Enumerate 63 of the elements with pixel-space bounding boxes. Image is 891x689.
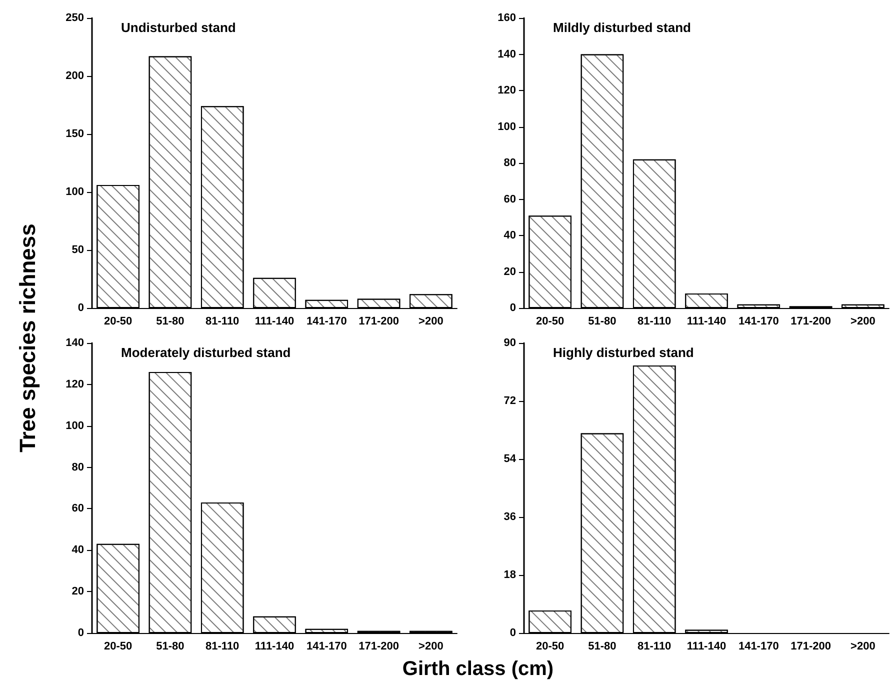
chart-title: Mildly disturbed stand [553, 20, 692, 35]
y-tick-label: 0 [510, 627, 516, 639]
x-tick-label: 141-170 [306, 640, 347, 652]
y-tick-label: 40 [72, 544, 84, 556]
y-tick-label: 250 [66, 12, 84, 24]
y-tick-label: 40 [504, 230, 516, 242]
x-tick-label: 171-200 [358, 640, 399, 652]
x-tick-label: 51-80 [156, 316, 184, 328]
y-tick-label: 20 [72, 586, 84, 598]
x-tick-label: 81-110 [638, 640, 672, 652]
y-tick-label: 140 [498, 48, 516, 60]
y-tick-label: 140 [66, 337, 84, 349]
x-tick-label: 20-50 [536, 640, 564, 652]
y-tick-label: 100 [66, 186, 84, 198]
y-axis-title: Tree species richness [15, 224, 41, 452]
x-tick-label: 81-110 [206, 640, 240, 652]
y-tick-label: 150 [66, 128, 84, 140]
x-tick-label: 20-50 [104, 316, 132, 328]
x-tick-label: 111-140 [686, 640, 726, 652]
x-tick-label: >200 [418, 316, 444, 328]
y-tick-label: 90 [504, 337, 516, 349]
x-tick-label: 81-110 [206, 316, 240, 328]
y-tick-label: 36 [504, 511, 516, 523]
x-tick-label: 20-50 [536, 316, 564, 328]
x-tick-label: >200 [850, 640, 876, 652]
y-tick-label: 80 [504, 157, 516, 169]
y-tick-label: 100 [498, 120, 516, 133]
y-tick-label: 50 [72, 244, 84, 256]
x-tick-label: 111-140 [686, 316, 726, 328]
x-tick-label: 81-110 [638, 316, 672, 328]
y-tick-label: 120 [66, 378, 84, 390]
y-tick-label: 54 [504, 453, 517, 465]
x-tick-label: 51-80 [588, 316, 616, 328]
y-tick-label: 120 [498, 84, 516, 96]
x-tick-label: 51-80 [156, 640, 184, 652]
x-tick-label: 141-170 [738, 640, 779, 652]
y-tick-label: 80 [72, 461, 84, 474]
x-tick-label: 141-170 [738, 316, 779, 328]
y-tick-label: 60 [72, 502, 84, 515]
y-tick-label: 60 [504, 193, 516, 206]
y-tick-label: 0 [510, 302, 516, 314]
y-tick-label: 18 [504, 569, 516, 581]
y-tick-label: 100 [66, 420, 84, 432]
y-tick-label: 200 [66, 70, 84, 82]
x-tick-label: 111-140 [254, 316, 294, 328]
y-tick-label: 0 [78, 302, 84, 314]
x-axis-title: Girth class (cm) [402, 658, 554, 681]
y-tick-label: 20 [504, 266, 516, 278]
x-tick-label: 20-50 [104, 640, 132, 652]
x-tick-label: >200 [850, 316, 876, 328]
y-tick-label: 160 [498, 12, 516, 24]
x-tick-label: 111-140 [254, 640, 294, 652]
chart-title: Undisturbed stand [121, 20, 236, 35]
chart-title: Highly disturbed stand [553, 345, 694, 360]
x-tick-label: 51-80 [588, 640, 616, 652]
x-tick-label: 171-200 [790, 640, 831, 652]
x-tick-label: 171-200 [358, 316, 399, 328]
y-tick-label: 0 [78, 627, 84, 639]
x-tick-label: >200 [418, 640, 444, 652]
chart-title: Moderately disturbed stand [121, 345, 291, 360]
x-tick-label: 141-170 [306, 316, 347, 328]
y-tick-label: 72 [504, 395, 516, 407]
x-tick-label: 171-200 [790, 316, 831, 328]
